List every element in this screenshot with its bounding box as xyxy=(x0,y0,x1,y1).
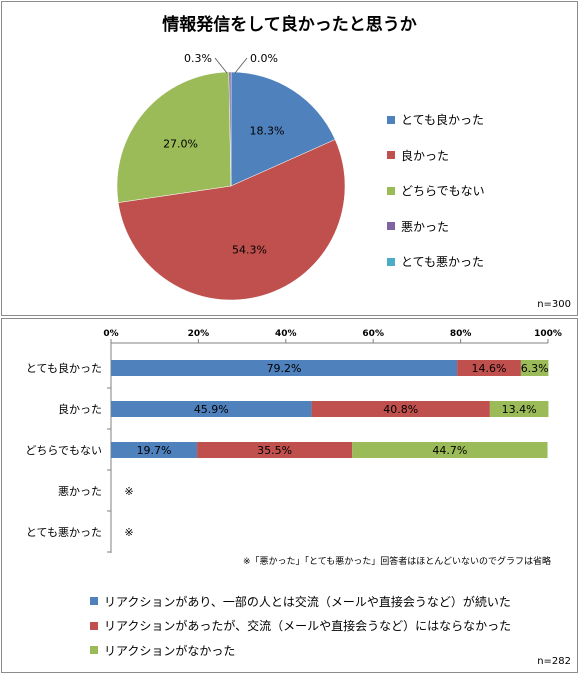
pie-chart: 18.3% 54.3% 27.0% 0.3% 0.0% xyxy=(116,52,346,301)
bar-segment xyxy=(197,442,353,458)
bar-data-label: 44.7% xyxy=(432,444,467,457)
pie-slice xyxy=(228,71,232,187)
pie-data-label: 0.0% xyxy=(250,52,278,65)
omitted-mark: ※ xyxy=(124,485,133,498)
x-tick-label: 60% xyxy=(362,329,384,339)
pie-legend-label: とても良かった xyxy=(401,113,485,128)
legend-swatch xyxy=(90,646,98,655)
bar-data-label: 14.6% xyxy=(472,362,507,375)
bar-legend-item: リアクションがあったが、交流（メールや直接会うなど）にはならなかった xyxy=(90,614,511,639)
bar-data-label: 40.8% xyxy=(383,403,418,416)
pie-legend-item: どちらでもない xyxy=(387,173,485,209)
y-category-label: どちらでもない xyxy=(25,444,102,457)
pie-data-label: 54.3% xyxy=(232,243,267,256)
pie-chart-panel: 情報発信をして良かったと思うか 18.3% 54.3% 27.0% 0.3% 0.0% … xyxy=(1,1,578,316)
pie-chart-title: 情報発信をして良かったと思うか xyxy=(162,15,417,35)
y-category-label: 良かった xyxy=(58,402,102,416)
legend-swatch xyxy=(387,151,395,160)
pie-legend-item: 悪かった xyxy=(387,209,485,245)
pie-legend: とても良かった 良かった どちらでもない 悪かった とても悪かった xyxy=(387,102,485,280)
pie-legend-item: 良かった xyxy=(387,138,485,174)
bar-legend-label: リアクションがあり、一部の人とは交流（メールや直接会うなど）が続いた xyxy=(104,594,511,609)
bar-legend-item: リアクションがなかった xyxy=(90,638,511,663)
pie-legend-item: とても良かった xyxy=(387,102,485,138)
pie-data-label: 18.3% xyxy=(250,125,285,138)
legend-swatch xyxy=(387,115,395,124)
bar-legend-label: リアクションがなかった xyxy=(104,643,236,658)
stacked-bar-chart: 0% 20% 40% 60% 80% 100% とても良かった 79.2% 14.6% 6.3% 良… xyxy=(25,329,562,553)
pie-legend-item: とても悪かった xyxy=(387,244,485,280)
bar-data-label: 79.2% xyxy=(267,362,302,375)
bar-data-label: 45.9% xyxy=(194,403,229,416)
y-category-label: とても良かった xyxy=(26,361,102,375)
pie-leader-line xyxy=(234,57,248,74)
legend-swatch xyxy=(387,186,395,195)
x-tick-label: 20% xyxy=(188,329,210,339)
pie-legend-label: 良かった xyxy=(401,148,450,163)
bar-segment xyxy=(489,401,549,417)
pie-legend-label: どちらでもない xyxy=(401,184,485,199)
legend-swatch xyxy=(90,597,98,606)
pie-leader-line xyxy=(214,57,228,74)
bar-segment xyxy=(352,442,548,458)
pie-slice xyxy=(117,139,346,301)
bar-segment xyxy=(111,360,458,376)
bar-segment xyxy=(311,401,490,417)
x-tick-label: 0% xyxy=(103,329,118,339)
x-tick-label: 100% xyxy=(534,329,562,339)
chart-note: ※「悪かった」「とても悪かった」回答者はほとんどいないのでグラフは省略 xyxy=(242,557,551,567)
x-tick-label: 80% xyxy=(450,329,472,339)
bar-segment xyxy=(457,360,521,376)
bar-sample-size: n=282 xyxy=(537,656,571,667)
y-category-label: とても悪かった xyxy=(26,526,102,539)
omitted-mark: ※ xyxy=(124,526,133,539)
legend-swatch xyxy=(90,621,98,630)
bar-segment xyxy=(111,442,198,458)
bar-data-label: 35.5% xyxy=(257,444,292,457)
pie-legend-label: とても悪かった xyxy=(401,255,485,270)
bar-data-label: 19.7% xyxy=(137,444,172,457)
pie-slice xyxy=(230,71,336,187)
bar-data-label: 13.4% xyxy=(502,403,537,416)
bar-chart-panel: 0% 20% 40% 60% 80% 100% とても良かった 79.2% 14.6% 6.3% 良… xyxy=(1,318,578,673)
legend-swatch xyxy=(387,257,395,266)
y-category-label: 悪かった xyxy=(58,485,102,498)
bar-legend-label: リアクションがあったが、交流（メールや直接会うなど）にはならなかった xyxy=(104,619,512,634)
pie-data-label: 27.0% xyxy=(163,137,198,150)
pie-sample-size: n=300 xyxy=(537,299,571,310)
x-tick-label: 40% xyxy=(275,329,297,339)
pie-data-label: 0.3% xyxy=(184,52,212,65)
bar-legend: リアクションがあり、一部の人とは交流（メールや直接会うなど）が続いた リアクショ… xyxy=(90,589,511,663)
bar-segment xyxy=(111,401,312,417)
pie-legend-label: 悪かった xyxy=(401,219,450,234)
legend-swatch xyxy=(387,222,395,231)
bar-segment xyxy=(520,360,549,376)
bar-legend-item: リアクションがあり、一部の人とは交流（メールや直接会うなど）が続いた xyxy=(90,589,511,614)
bar-data-label: 6.3% xyxy=(521,362,549,375)
pie-slice xyxy=(116,71,232,203)
